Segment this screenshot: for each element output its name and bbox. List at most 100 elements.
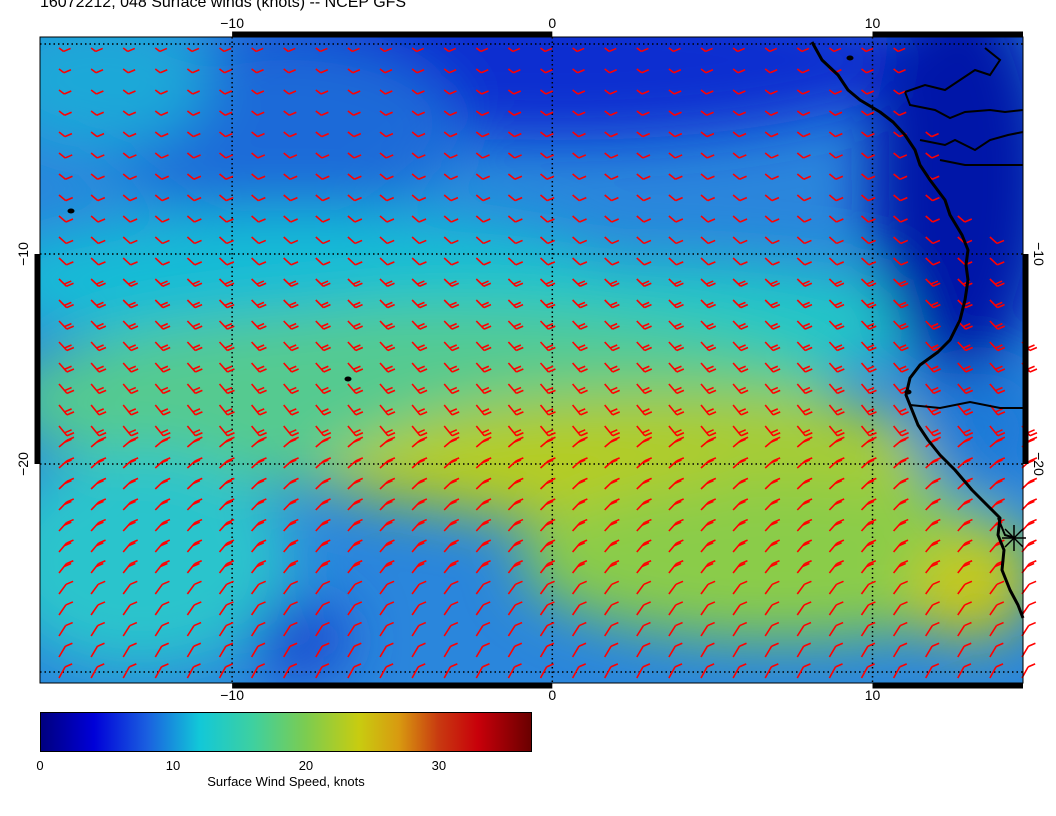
wind-barb — [700, 173, 715, 181]
wind-barb — [989, 236, 1005, 245]
wind-barb — [764, 173, 779, 181]
wind-barb — [58, 539, 74, 553]
wind-barb — [957, 580, 973, 595]
wind-barb — [796, 257, 812, 266]
wind-barb — [475, 559, 491, 574]
wind-barb — [796, 580, 812, 595]
graticule — [40, 37, 1023, 683]
wind-barb — [154, 152, 169, 159]
wind-barb — [668, 642, 683, 658]
wind-barb — [122, 663, 137, 679]
wind-barb — [893, 236, 909, 245]
wind-barb — [636, 404, 653, 416]
wind-barb — [90, 477, 107, 490]
wind-barb — [154, 89, 168, 95]
wind-barb — [539, 236, 555, 245]
wind-barb — [732, 498, 749, 511]
wind-barb — [604, 278, 620, 287]
wind-barb — [828, 559, 845, 574]
wind-barb — [315, 215, 331, 223]
wind-barb — [828, 320, 845, 330]
wind-barb — [604, 236, 620, 245]
wind-barb — [443, 89, 457, 95]
wind-barb — [860, 559, 877, 574]
wind-barb — [893, 362, 909, 373]
wind-barb — [828, 580, 844, 595]
wind-barb — [218, 425, 235, 437]
wind-barb — [122, 236, 138, 245]
wind-barb — [539, 278, 556, 287]
wind-barb — [861, 131, 875, 138]
wind-barb — [475, 320, 492, 330]
wind-barb — [732, 477, 749, 490]
wind-barb — [860, 425, 877, 437]
wind-barb — [892, 559, 909, 574]
wind-barb — [636, 457, 653, 469]
wind-barb — [154, 110, 169, 117]
wind-barb — [796, 559, 812, 574]
wind-barb — [572, 110, 586, 117]
wind-barb — [58, 257, 74, 266]
wind-barb — [122, 436, 139, 448]
wind-barb — [315, 621, 330, 637]
wind-barb — [668, 404, 685, 416]
wind-barb — [571, 663, 587, 679]
wind-barb — [539, 362, 556, 373]
wind-barb — [379, 436, 396, 448]
wind-barb — [604, 173, 619, 181]
wind-barb — [443, 320, 460, 330]
wind-barb — [1021, 518, 1037, 532]
wind-barb — [604, 257, 620, 266]
wind-barb — [475, 110, 490, 117]
wind-barb — [668, 89, 682, 95]
wind-barb — [411, 404, 428, 416]
wind-barb — [828, 110, 843, 117]
wind-barb — [379, 621, 394, 637]
wind-barb — [604, 498, 620, 511]
wind-barb — [860, 642, 876, 658]
wind-barb — [122, 152, 137, 159]
wind-barb — [668, 477, 685, 490]
wind-barb — [250, 601, 266, 616]
wind-barb — [700, 498, 717, 511]
wind-barb — [186, 518, 203, 532]
wind-barb — [507, 559, 524, 574]
wind-barb — [925, 278, 941, 287]
wind-barb — [925, 257, 941, 266]
wind-barb — [764, 194, 780, 202]
wind-barb — [411, 299, 428, 309]
wind-barb — [218, 559, 235, 574]
wind-barb — [315, 498, 331, 511]
wind-barb — [828, 215, 844, 223]
wind-barb — [411, 518, 428, 532]
coastline — [67, 41, 1026, 619]
wind-barb — [411, 215, 427, 223]
wind-barb — [315, 236, 331, 245]
wind-barb — [475, 404, 492, 416]
wind-barb — [796, 383, 813, 395]
wind-barb — [796, 152, 811, 159]
wind-barb — [507, 518, 524, 532]
wind-barb — [315, 425, 332, 437]
wind-barb — [540, 89, 554, 95]
wind-barb — [475, 477, 492, 490]
wind-barb — [539, 457, 556, 469]
wind-barb — [58, 621, 73, 637]
wind-barb — [186, 362, 203, 373]
wind-barb — [700, 436, 717, 448]
wind-barb — [186, 559, 203, 574]
wind-barb — [122, 215, 138, 223]
wind-barb — [539, 383, 556, 395]
wind-barb — [379, 278, 395, 287]
wind-barb — [315, 362, 332, 373]
wind-barb — [58, 498, 75, 511]
wind-barb — [90, 257, 106, 266]
wind-barb — [250, 383, 267, 395]
wind-barb — [283, 341, 299, 352]
wind-barb — [58, 580, 74, 595]
wind-barb — [186, 642, 202, 658]
island — [67, 208, 75, 214]
wind-barb — [90, 89, 104, 95]
wind-barb — [154, 47, 168, 53]
wind-barb — [250, 425, 267, 437]
